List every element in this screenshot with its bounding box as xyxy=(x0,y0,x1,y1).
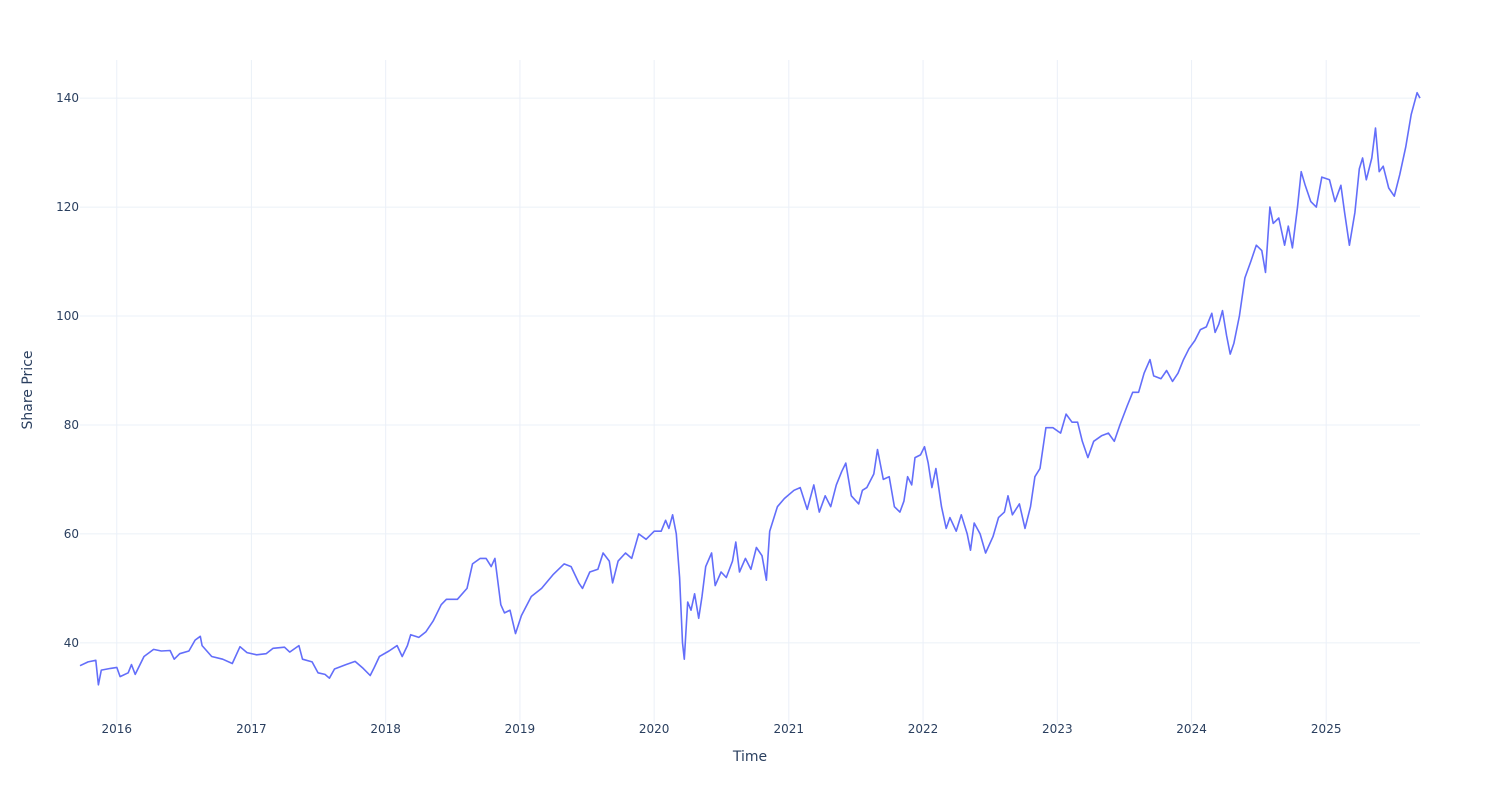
x-tick-label: 2022 xyxy=(908,722,939,736)
x-tick-label: 2021 xyxy=(774,722,805,736)
y-tick-label: 80 xyxy=(64,418,79,432)
x-tick-label: 2018 xyxy=(370,722,401,736)
y-tick-label: 100 xyxy=(56,309,79,323)
x-axis-ticks: 2016 2017 2018 2019 2020 2021 2022 2023 2024 2025 xyxy=(102,722,1342,736)
y-tick-label: 40 xyxy=(64,636,79,650)
x-tick-label: 2020 xyxy=(639,722,670,736)
x-tick-label: 2016 xyxy=(102,722,133,736)
x-tick-label: 2019 xyxy=(505,722,536,736)
y-axis-ticks: 40 60 80 100 120 140 xyxy=(56,91,79,650)
x-tick-label: 2025 xyxy=(1311,722,1342,736)
y-tick-label: 120 xyxy=(56,200,79,214)
x-axis-title: Time xyxy=(732,749,767,765)
y-axis-title: Share Price xyxy=(20,350,36,429)
grid xyxy=(80,60,1420,724)
y-tick-label: 140 xyxy=(56,91,79,105)
x-tick-label: 2024 xyxy=(1176,722,1207,736)
x-tick-label: 2023 xyxy=(1042,722,1073,736)
plot-area xyxy=(79,91,1421,686)
x-tick-label: 2017 xyxy=(236,722,267,736)
y-tick-label: 60 xyxy=(64,527,79,541)
share-price-line xyxy=(79,91,1421,686)
